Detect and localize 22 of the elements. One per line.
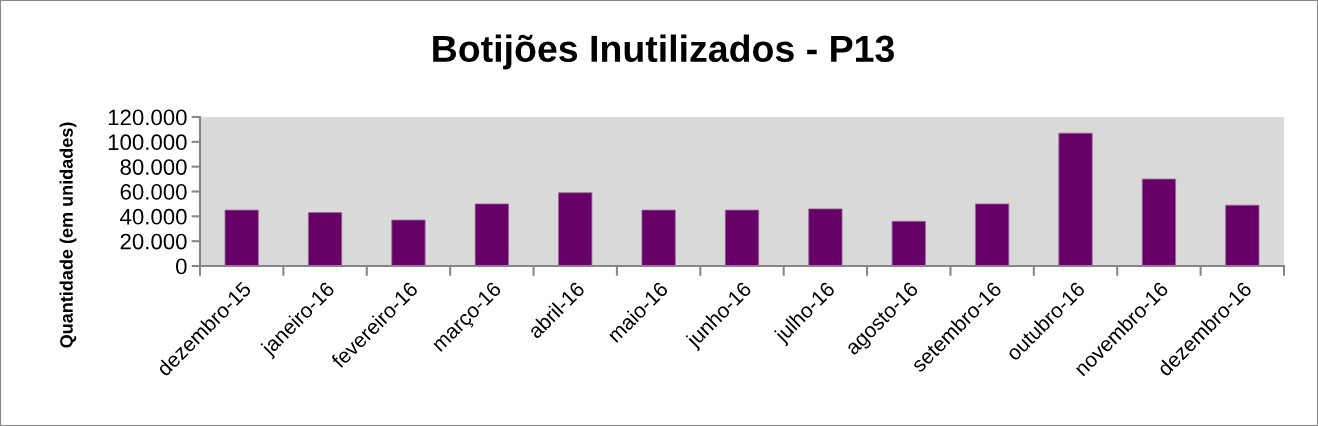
y-tick-label: 20.000 [120,233,187,250]
bar [391,219,426,266]
y-tick-label: 60.000 [120,184,187,200]
chart-title: Botijões Inutilizados - P13 [433,34,894,70]
bar [1225,204,1260,266]
bar [1141,178,1177,266]
bar [975,203,1010,266]
y-tick-label: 100.000 [108,134,187,151]
y-tick-label: 80.000 [120,159,187,175]
bar [1058,132,1093,266]
y-tick-label: 40.000 [120,208,187,225]
bar [724,209,760,266]
bar [891,220,926,266]
bar [558,192,593,266]
y-tick-label: 120.000 [108,109,187,126]
bar [808,208,843,266]
bar [474,203,509,266]
bar [641,209,676,266]
bar [307,212,343,266]
y-axis-title: Quantidade (em unidades) [59,122,77,348]
y-tick-label: 0 [176,258,187,275]
bar [224,209,259,266]
